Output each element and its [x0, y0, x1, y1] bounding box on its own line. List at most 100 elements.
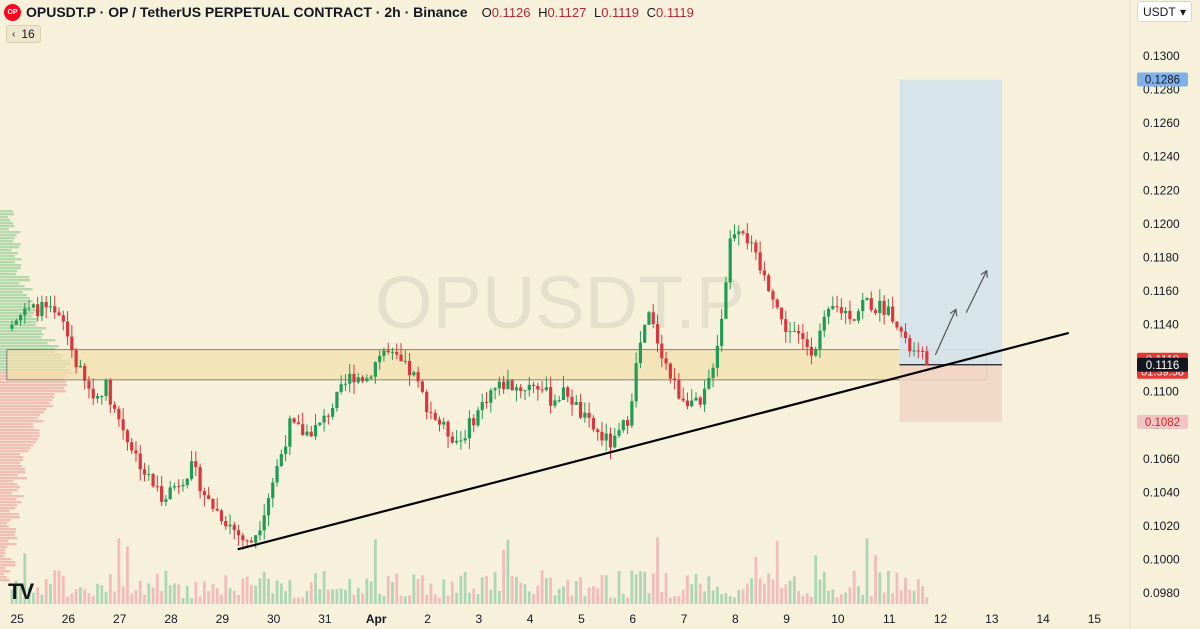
candle[interactable] — [878, 289, 882, 322]
trendline[interactable] — [237, 331, 1070, 551]
candle[interactable] — [331, 403, 335, 420]
candles[interactable] — [10, 223, 929, 550]
stop-zone[interactable] — [899, 364, 1003, 422]
candle[interactable] — [335, 391, 339, 412]
candle[interactable] — [707, 369, 711, 390]
candle[interactable] — [651, 304, 655, 329]
candle[interactable] — [181, 479, 185, 492]
candle[interactable] — [437, 416, 442, 432]
candle[interactable] — [903, 323, 908, 344]
candle[interactable] — [258, 521, 262, 541]
candle[interactable] — [472, 414, 476, 433]
candle[interactable] — [155, 475, 159, 492]
candle[interactable] — [339, 375, 343, 395]
candle[interactable] — [852, 318, 856, 322]
candle[interactable] — [130, 438, 134, 455]
candle[interactable] — [215, 497, 219, 512]
candle[interactable] — [207, 486, 211, 500]
support-zone[interactable] — [6, 349, 988, 381]
candle[interactable] — [352, 364, 356, 394]
candle[interactable] — [104, 378, 108, 401]
candle[interactable] — [10, 320, 14, 332]
candle[interactable] — [78, 359, 83, 368]
candle[interactable] — [720, 309, 724, 352]
candle[interactable] — [164, 495, 168, 506]
candle[interactable] — [591, 415, 596, 433]
candle[interactable] — [797, 324, 801, 344]
candle[interactable] — [681, 387, 685, 403]
candle[interactable] — [87, 376, 91, 399]
candle[interactable] — [407, 353, 412, 386]
candle[interactable] — [236, 524, 241, 546]
candle[interactable] — [600, 421, 604, 447]
candle[interactable] — [561, 376, 566, 401]
candle[interactable] — [121, 408, 125, 440]
candle[interactable] — [510, 379, 514, 391]
candle[interactable] — [745, 223, 749, 250]
candle[interactable] — [134, 441, 138, 462]
candle[interactable] — [245, 539, 249, 546]
candle[interactable] — [266, 493, 271, 527]
candle[interactable] — [570, 389, 574, 416]
candle[interactable] — [343, 374, 348, 391]
candle[interactable] — [566, 385, 570, 403]
candle[interactable] — [185, 477, 189, 489]
candle[interactable] — [587, 402, 591, 428]
candle[interactable] — [271, 477, 275, 508]
candle[interactable] — [313, 413, 318, 441]
candle[interactable] — [865, 297, 869, 301]
candle[interactable] — [882, 295, 886, 325]
candle[interactable] — [249, 537, 254, 543]
candle[interactable] — [189, 450, 194, 481]
candle[interactable] — [848, 300, 852, 325]
candle[interactable] — [373, 361, 377, 384]
candle[interactable] — [514, 383, 519, 402]
candle[interactable] — [326, 413, 330, 425]
candle[interactable] — [519, 383, 523, 399]
candle[interactable] — [425, 389, 429, 420]
candle[interactable] — [655, 314, 660, 353]
candle[interactable] — [168, 481, 172, 500]
candle[interactable] — [664, 352, 668, 370]
candle[interactable] — [728, 230, 732, 290]
candle[interactable] — [690, 389, 694, 408]
candle[interactable] — [839, 298, 843, 321]
candle[interactable] — [151, 472, 155, 488]
tradingview-logo[interactable]: TV — [8, 579, 34, 604]
candle[interactable] — [754, 239, 758, 261]
candle[interactable] — [583, 402, 587, 423]
candle[interactable] — [292, 417, 296, 424]
target-zone[interactable] — [899, 79, 1003, 365]
candle[interactable] — [480, 393, 484, 420]
candle[interactable] — [40, 295, 44, 322]
candle[interactable] — [660, 334, 664, 368]
candle[interactable] — [420, 379, 425, 394]
candle[interactable] — [378, 349, 382, 370]
candle[interactable] — [53, 295, 57, 319]
candle[interactable] — [788, 322, 792, 344]
candle[interactable] — [219, 508, 224, 525]
candle[interactable] — [792, 321, 796, 332]
candle[interactable] — [476, 406, 480, 428]
candle[interactable] — [531, 381, 536, 394]
candle[interactable] — [390, 347, 395, 360]
candle[interactable] — [386, 342, 390, 355]
candle[interactable] — [493, 387, 497, 400]
candle[interactable] — [198, 463, 202, 499]
candle[interactable] — [348, 364, 352, 393]
candle[interactable] — [873, 308, 878, 316]
candle[interactable] — [732, 224, 737, 242]
candle[interactable] — [822, 310, 826, 338]
candle[interactable] — [831, 296, 835, 311]
candle[interactable] — [288, 415, 292, 456]
candle[interactable] — [108, 378, 112, 414]
arrow-annotation[interactable] — [965, 269, 988, 314]
candle[interactable] — [869, 291, 873, 313]
candle[interactable] — [296, 414, 301, 425]
candle[interactable] — [412, 370, 416, 377]
candle[interactable] — [596, 427, 600, 441]
candle[interactable] — [241, 532, 245, 550]
candle[interactable] — [369, 374, 373, 380]
candle[interactable] — [446, 420, 450, 448]
candle[interactable] — [177, 479, 181, 495]
